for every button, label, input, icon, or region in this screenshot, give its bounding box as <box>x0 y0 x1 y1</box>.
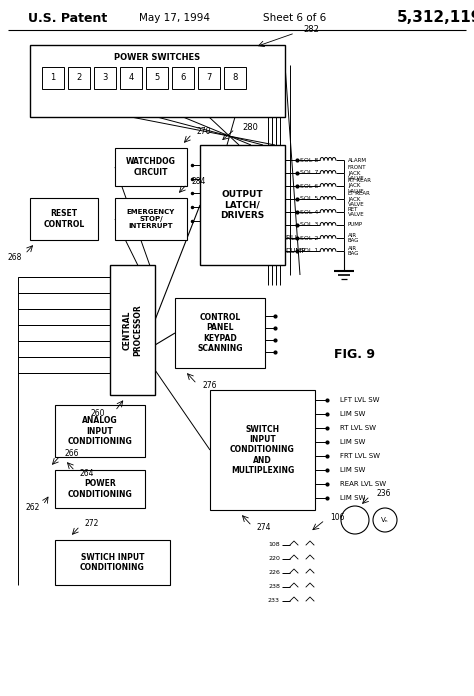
Bar <box>115 148 187 186</box>
Text: 6: 6 <box>180 74 186 83</box>
Text: 226: 226 <box>268 571 280 576</box>
Text: DUMP: DUMP <box>285 248 306 254</box>
Bar <box>42 67 64 89</box>
Text: LIM SW: LIM SW <box>340 439 365 445</box>
Text: SOL 6: SOL 6 <box>300 184 318 189</box>
Text: FRT LVL SW: FRT LVL SW <box>340 453 380 459</box>
Text: 4: 4 <box>128 74 134 83</box>
Text: Vₙ: Vₙ <box>381 517 389 523</box>
Text: 220: 220 <box>268 557 280 562</box>
Text: 236: 236 <box>377 489 392 498</box>
Text: LT REAR
JACK
VALVE: LT REAR JACK VALVE <box>348 191 370 207</box>
Bar <box>120 67 142 89</box>
Text: 5,312,119: 5,312,119 <box>397 10 474 26</box>
Text: POWER SWITCHES: POWER SWITCHES <box>114 52 201 61</box>
Bar <box>55 405 145 457</box>
Text: 1: 1 <box>50 74 55 83</box>
Text: RT LVL SW: RT LVL SW <box>340 425 376 431</box>
Bar <box>30 45 285 117</box>
Text: 272: 272 <box>85 519 100 528</box>
Text: 7: 7 <box>206 74 212 83</box>
Text: CENTRAL
PROCESSOR: CENTRAL PROCESSOR <box>123 304 142 356</box>
Text: 8: 8 <box>232 74 237 83</box>
Text: RESET
CONTROL: RESET CONTROL <box>44 209 85 229</box>
Text: FIG. 9: FIG. 9 <box>335 349 375 361</box>
Text: WATCHDOG
CIRCUIT: WATCHDOG CIRCUIT <box>126 157 176 177</box>
Text: 106: 106 <box>330 514 345 523</box>
Bar <box>146 67 168 89</box>
Text: LIM SW: LIM SW <box>340 411 365 417</box>
Bar <box>55 540 170 585</box>
Bar <box>198 67 220 89</box>
Text: EMERGENCY
STOP/
INTERRUPT: EMERGENCY STOP/ INTERRUPT <box>127 209 175 229</box>
Text: ANALOG
INPUT
CONDITIONING: ANALOG INPUT CONDITIONING <box>68 416 132 446</box>
Text: 2: 2 <box>76 74 82 83</box>
Text: LFT LVL SW: LFT LVL SW <box>340 397 380 403</box>
Text: 3: 3 <box>102 74 108 83</box>
Text: FRONT
JACK
VALVE: FRONT JACK VALVE <box>348 165 366 181</box>
Text: 268: 268 <box>8 253 22 262</box>
Text: 274: 274 <box>257 523 272 532</box>
Text: ALARM: ALARM <box>348 157 367 162</box>
Text: 5: 5 <box>155 74 160 83</box>
Text: SOL 2: SOL 2 <box>300 235 318 241</box>
Text: 266: 266 <box>65 448 80 457</box>
Text: May 17, 1994: May 17, 1994 <box>139 13 210 23</box>
Bar <box>68 67 90 89</box>
Text: SOL 1: SOL 1 <box>300 248 318 253</box>
Text: SOL 5: SOL 5 <box>300 196 318 202</box>
Text: 264: 264 <box>80 470 94 479</box>
Bar <box>200 145 285 265</box>
Bar <box>30 198 98 240</box>
Bar <box>224 67 246 89</box>
Text: SOL 8: SOL 8 <box>300 157 318 162</box>
Text: CONTROL
PANEL
KEYPAD
SCANNING: CONTROL PANEL KEYPAD SCANNING <box>197 313 243 353</box>
Bar <box>210 390 315 510</box>
Bar <box>94 67 116 89</box>
Text: 238: 238 <box>268 585 280 590</box>
Text: LIM SW: LIM SW <box>340 467 365 473</box>
Bar <box>115 198 187 240</box>
Text: SOL 7: SOL 7 <box>300 171 318 175</box>
Text: REAR LVL SW: REAR LVL SW <box>340 481 386 487</box>
Bar <box>110 265 155 395</box>
Bar <box>175 298 265 368</box>
Bar <box>172 67 194 89</box>
Text: 233: 233 <box>268 599 280 603</box>
Text: SOL 3: SOL 3 <box>300 223 318 228</box>
Text: 282: 282 <box>303 26 319 35</box>
Text: PUMP: PUMP <box>348 223 363 228</box>
Text: 280: 280 <box>242 122 258 132</box>
Text: 284: 284 <box>192 177 206 186</box>
Text: 262: 262 <box>26 503 40 512</box>
Text: LIM SW: LIM SW <box>340 495 365 501</box>
Text: U.S. Patent: U.S. Patent <box>28 12 107 24</box>
Text: OUTPUT
LATCH/
DRIVERS: OUTPUT LATCH/ DRIVERS <box>220 190 264 220</box>
Text: SWITCH
INPUT
CONDITIONING
AND
MULTIPLEXING: SWITCH INPUT CONDITIONING AND MULTIPLEXI… <box>230 425 295 475</box>
Text: POWER
CONDITIONING: POWER CONDITIONING <box>68 480 132 499</box>
Bar <box>55 470 145 508</box>
Text: 270: 270 <box>197 127 211 136</box>
Text: SWTICH INPUT
CONDITIONING: SWTICH INPUT CONDITIONING <box>80 553 145 572</box>
Text: AIR
BAG: AIR BAG <box>348 246 359 256</box>
Text: FILL: FILL <box>285 235 299 241</box>
Text: 260: 260 <box>91 409 105 418</box>
Text: AIR
BAG: AIR BAG <box>348 232 359 244</box>
Text: 276: 276 <box>203 381 218 390</box>
Text: SOL 4: SOL 4 <box>300 209 318 214</box>
Text: RET
VALVE: RET VALVE <box>348 207 365 217</box>
Text: 108: 108 <box>268 542 280 548</box>
Text: Sheet 6 of 6: Sheet 6 of 6 <box>264 13 327 23</box>
Text: RT REAR
JACK
VALVE: RT REAR JACK VALVE <box>348 177 371 194</box>
